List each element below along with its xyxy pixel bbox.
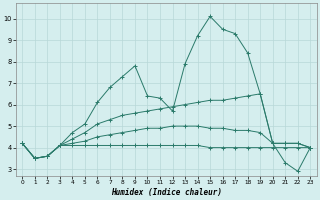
X-axis label: Humidex (Indice chaleur): Humidex (Indice chaleur) — [111, 188, 222, 197]
